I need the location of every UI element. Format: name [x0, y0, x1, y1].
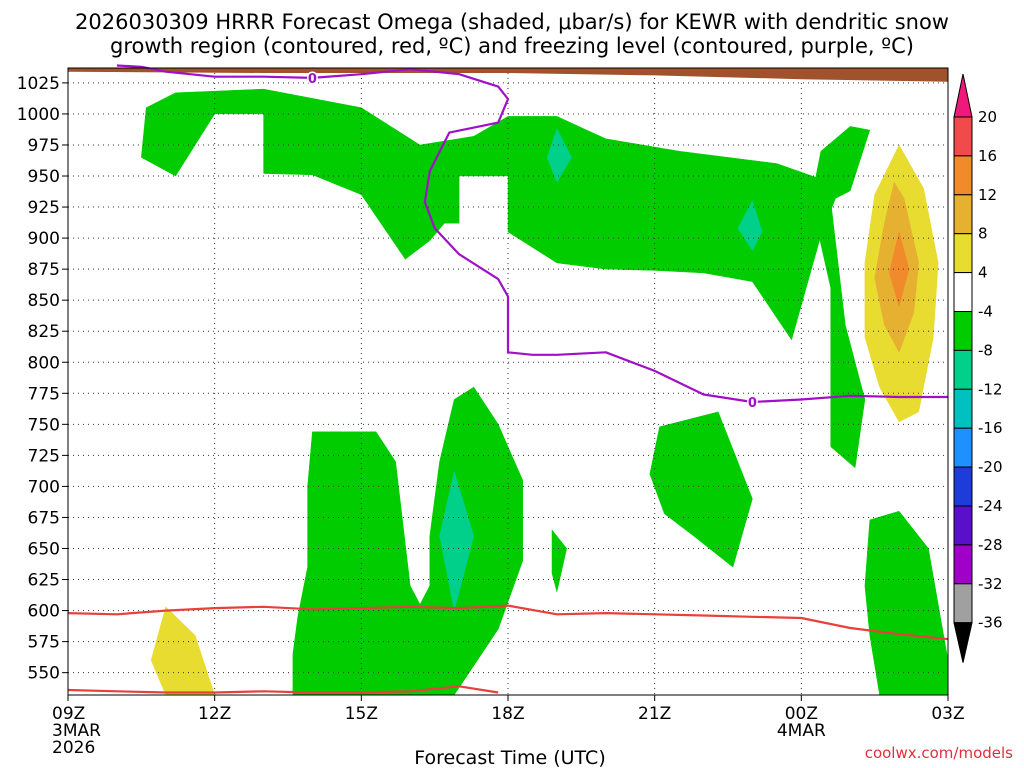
x-tick-label: 18Z — [491, 704, 524, 724]
colorbar-bin — [953, 388, 973, 429]
y-tick-label: 700 — [28, 477, 60, 497]
y-tick-label: 1025 — [17, 74, 60, 94]
chart-title-line-1: 2026030309 HRRR Forecast Omega (shaded, … — [75, 10, 949, 34]
omega-region — [864, 510, 949, 696]
colorbar-label: -28 — [978, 536, 1003, 554]
freezing-level-label: 0 — [308, 72, 317, 87]
colorbar-bin — [953, 272, 973, 313]
colorbar-label: 12 — [978, 186, 997, 204]
colorbar-bin — [953, 116, 973, 157]
plot-area: 00 — [67, 64, 949, 696]
dgz-bottom-contour — [67, 604, 949, 641]
omega-region — [649, 411, 753, 568]
colorbar-label: -12 — [978, 380, 1003, 398]
terrain-fill — [68, 68, 948, 82]
colorbar-label: -32 — [978, 575, 1003, 593]
y-tick-label: 550 — [28, 664, 60, 684]
y-tick-label: 725 — [28, 446, 60, 466]
y-axis: 550 575 600 625 650 675 700 725 750 775 800 825 850 8… — [17, 74, 68, 684]
x-tick-date-label: 3MAR — [52, 721, 101, 741]
colorbar: 20 16 12 8 4 -4 -8 -12 -16 -20 -24 -28 -32 -36 — [953, 73, 1003, 663]
colorbar-label: -24 — [978, 497, 1003, 515]
y-tick-label: 800 — [28, 353, 60, 373]
freezing-level-contour — [116, 64, 948, 404]
terrain-layer — [68, 68, 948, 82]
colorbar-bin — [953, 466, 973, 507]
omega-region — [546, 128, 572, 183]
colorbar-bin — [953, 155, 973, 196]
colorbar-bin — [953, 544, 973, 585]
colorbar-label: -4 — [978, 303, 993, 321]
colorbar-label: 16 — [978, 147, 997, 165]
x-tick-label: 09Z — [52, 704, 85, 724]
y-tick-label: 825 — [28, 322, 60, 342]
x-tick-label: 12Z — [198, 704, 231, 724]
colorbar-label: 4 — [978, 264, 988, 282]
y-tick-label: 750 — [28, 415, 60, 435]
y-tick-label: 975 — [28, 136, 60, 156]
y-tick-label: 650 — [28, 539, 60, 559]
colorbar-label: -36 — [978, 614, 1003, 632]
y-tick-label: 925 — [28, 198, 60, 218]
colorbar-bin — [953, 233, 973, 274]
chart-title-line-2: growth region (contoured, red, ºC) and f… — [110, 34, 914, 58]
omega-shading — [141, 88, 949, 696]
colorbar-label: 8 — [978, 225, 988, 243]
omega-region — [150, 606, 216, 696]
colorbar-bottom-arrow — [953, 622, 973, 663]
omega-region — [292, 386, 523, 696]
colorbar-bin — [953, 349, 973, 390]
omega-region — [439, 470, 475, 611]
omega-region — [551, 529, 567, 592]
x-axis-label: Forecast Time (UTC) — [414, 747, 605, 768]
x-tick-label: 15Z — [345, 704, 378, 724]
colorbar-label: -16 — [978, 419, 1003, 437]
colorbar-bin — [953, 583, 973, 624]
colorbar-bin — [953, 427, 973, 468]
colorbar-bin — [953, 505, 973, 546]
colorbar-label: 20 — [978, 108, 997, 126]
x-tick-year-label: 2026 — [52, 738, 95, 758]
colorbar-bin — [953, 194, 973, 235]
freezing-level-label: 0 — [748, 396, 757, 411]
y-tick-label: 675 — [28, 508, 60, 528]
y-tick-label: 600 — [28, 602, 60, 622]
y-tick-label: 950 — [28, 167, 60, 187]
y-tick-label: 775 — [28, 384, 60, 404]
omega-region — [810, 126, 871, 469]
colorbar-top-arrow — [953, 73, 973, 118]
x-tick-label: 03Z — [931, 704, 964, 724]
x-tick-date-label: 4MAR — [777, 721, 826, 741]
colorbar-label: -20 — [978, 458, 1003, 476]
omega-region — [889, 231, 910, 308]
y-tick-label: 625 — [28, 571, 60, 591]
y-tick-label: 850 — [28, 291, 60, 311]
x-tick-label: 00Z — [785, 704, 818, 724]
y-tick-label: 575 — [28, 633, 60, 653]
credit-link[interactable]: coolwx.com/models — [865, 744, 1013, 762]
omega-region — [141, 88, 841, 341]
dgz-top-contour — [67, 685, 499, 694]
colorbar-label: -8 — [978, 341, 993, 359]
x-tick-label: 21Z — [638, 704, 671, 724]
colorbar-bin — [953, 311, 973, 351]
contour-layer: 00 — [67, 64, 949, 694]
y-tick-label: 900 — [28, 229, 60, 249]
y-tick-label: 1000 — [17, 105, 60, 125]
y-tick-label: 875 — [28, 260, 60, 280]
